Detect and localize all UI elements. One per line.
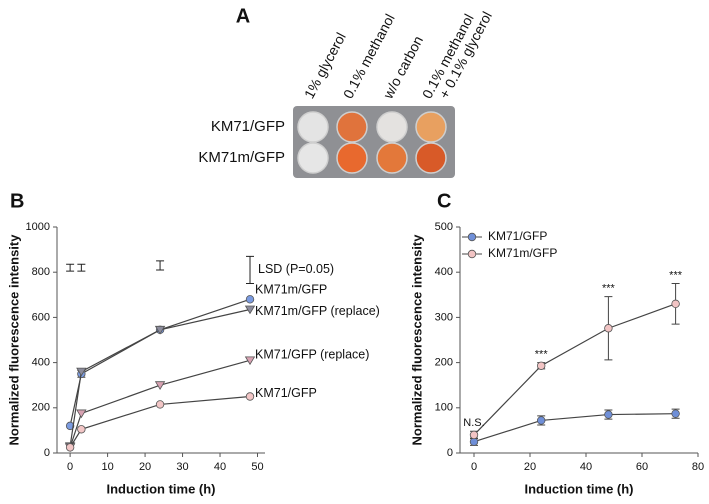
legend-label: KM71/GFP [488,229,547,243]
y-tick-label: 0 [447,447,453,459]
y-tick-label: 200 [435,357,453,369]
well [336,142,368,174]
x-tick-label: 20 [524,461,536,473]
series-line [69,395,251,448]
significance-label: *** [669,269,683,281]
marker [671,299,680,309]
error-bar [246,255,255,284]
significance-label: N.S. [463,417,484,429]
series-label: KM71m/GFP (replace) [255,304,380,318]
series-label: KM71/GFP [255,386,317,400]
marker [245,295,255,304]
y-tick-label: 600 [32,311,50,323]
series-line [69,298,251,427]
well [376,111,408,143]
panel-label: B [10,190,24,212]
lsd-label: LSD (P=0.05) [258,262,334,276]
x-tick-label: 40 [214,461,226,473]
marker [604,324,613,333]
y-tick-label: 1000 [26,221,50,233]
x-tick-label: 80 [692,461,704,473]
row-label: KM71/GFP [211,118,285,135]
y-axis-title: Normalized fluorescence intensity [6,234,21,446]
marker [537,361,546,370]
x-tick-label: 40 [580,461,592,473]
y-tick-label: 500 [435,221,453,233]
y-tick-label: 0 [44,447,50,459]
marker [65,421,75,431]
plate [293,106,455,178]
well [297,142,329,174]
series-label: KM71/GFP (replace) [255,348,369,362]
y-tick-label: 100 [435,402,453,414]
marker [244,305,256,315]
x-tick-label: 50 [251,461,263,473]
marker [671,409,680,418]
marker [65,443,75,452]
well [415,111,447,143]
marker [76,367,87,377]
x-tick-label: 0 [67,461,73,473]
well [297,111,329,143]
legend-marker [467,232,477,242]
x-tick-label: 60 [636,461,648,473]
x-tick-label: 20 [139,461,151,473]
well [415,142,447,174]
series-line [473,303,676,436]
x-tick-label: 10 [101,461,113,473]
x-tick-label: 30 [176,461,188,473]
marker [77,425,86,434]
error-bar [66,263,75,272]
marker [155,400,165,409]
y-tick-label: 300 [435,311,453,323]
significance-label: *** [535,349,549,361]
y-tick-label: 200 [32,402,50,414]
series-line [473,413,676,443]
marker [469,430,479,440]
y-tick-label: 800 [32,266,50,278]
panel-label: A [236,5,250,27]
y-tick-label: 400 [32,357,50,369]
marker [154,325,166,335]
legend-label: KM71m/GFP [488,246,557,260]
marker [245,392,255,401]
panel-label: C [437,190,451,212]
series-label: KM71m/GFP [255,283,327,297]
marker [76,409,87,419]
marker [537,416,546,425]
error-bar [77,263,86,272]
y-axis-title: Normalized fluorescence intensity [409,234,424,446]
x-tick-label: 0 [471,461,477,473]
legend-marker [467,249,477,259]
marker [244,356,256,366]
x-axis-title: Induction time (h) [106,481,215,496]
significance-label: *** [602,283,616,295]
series-line [69,308,251,447]
well [376,142,408,174]
well [336,111,368,143]
x-axis-title: Induction time (h) [524,481,633,496]
row-label: KM71m/GFP [198,149,285,166]
marker [154,381,166,390]
series-line [69,359,251,448]
y-tick-label: 400 [435,266,453,278]
marker [604,410,613,419]
error-bar [156,260,165,271]
